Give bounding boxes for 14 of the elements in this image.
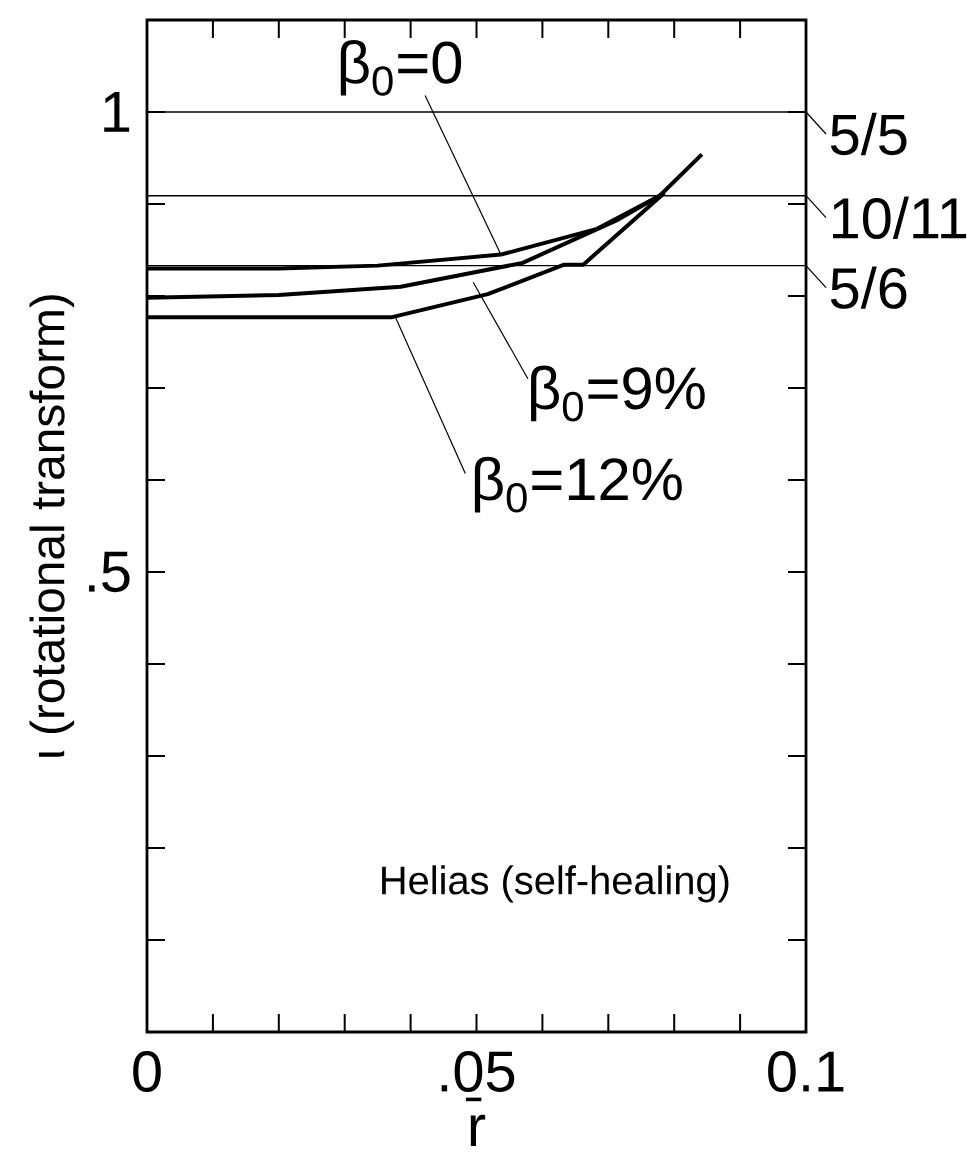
text: 5/6 (830, 266, 907, 309)
x-tick-label: .05 (441, 1051, 515, 1092)
y-axis-title: ι (rotational transform) (29, 295, 75, 757)
annotation: Helias (self-healing) (382, 865, 729, 903)
text: 5/5 (830, 112, 907, 156)
x-tick-label: 0.1 (768, 1051, 844, 1092)
x-axis-title: r̄ (465, 1097, 486, 1146)
legend-label: β$_{0}$=0 (340, 39, 462, 96)
text: 10/11 (833, 196, 967, 239)
x-tick-label: 0 (133, 1051, 161, 1092)
y-tick-label: .5 (89, 551, 130, 593)
y-tick-label: 1 (104, 92, 130, 132)
legend-label: β$_{0}$=12% (474, 456, 682, 513)
legend-label: β$_{0}$=9% (531, 365, 705, 422)
